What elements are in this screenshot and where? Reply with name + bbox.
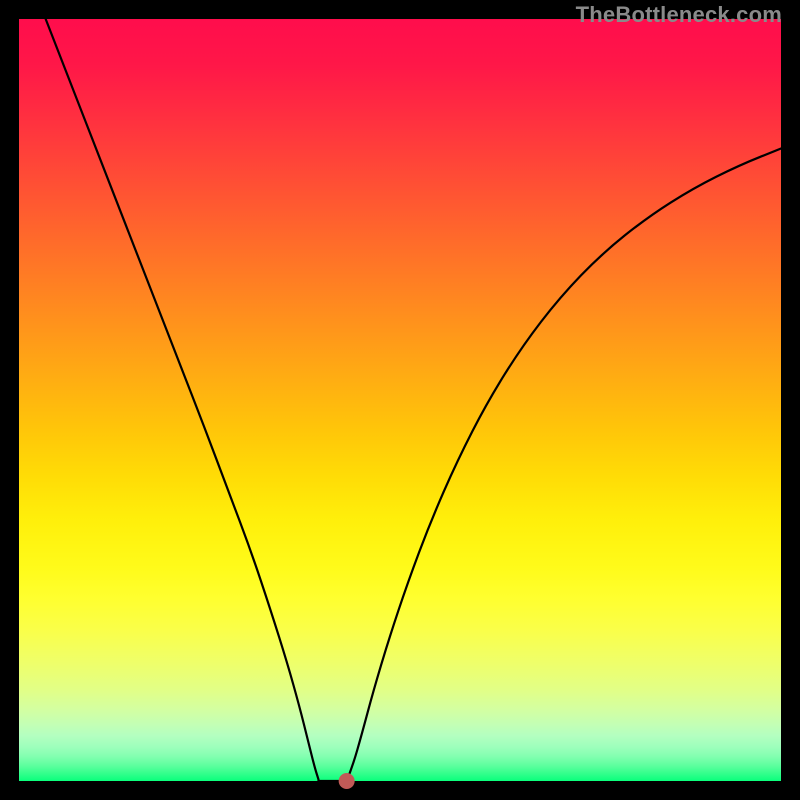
bottleneck-chart bbox=[0, 0, 800, 800]
watermark-text: TheBottleneck.com bbox=[576, 2, 782, 28]
gradient-plot-area bbox=[19, 19, 781, 781]
optimum-marker bbox=[339, 773, 355, 789]
